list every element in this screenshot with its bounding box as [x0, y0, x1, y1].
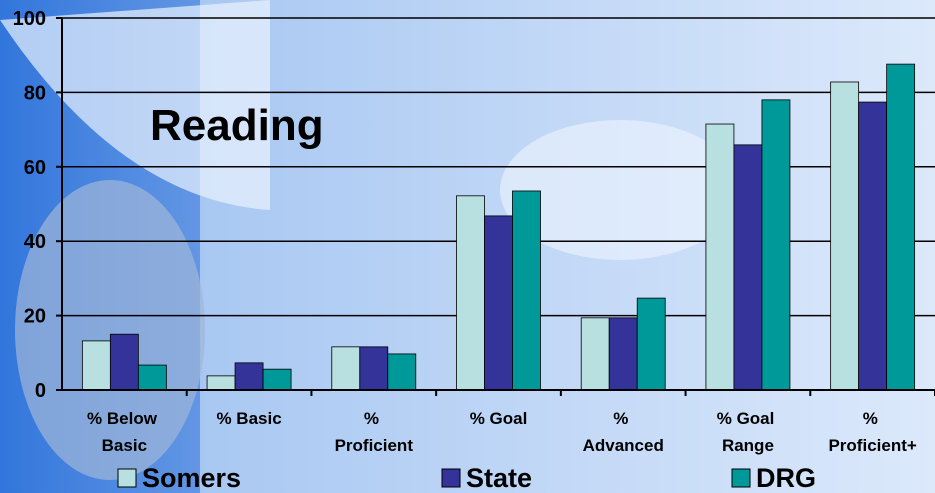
- legend-swatch: [117, 468, 137, 488]
- bar: [484, 215, 513, 391]
- x-tick-label: % Goal: [470, 409, 528, 428]
- x-tick-label: % Proficient: [335, 409, 414, 455]
- bar: [858, 101, 888, 391]
- bar: [733, 144, 763, 391]
- legend-label: DRG: [756, 463, 816, 493]
- bar: [262, 368, 292, 391]
- y-tick-label: 80: [24, 82, 46, 104]
- y-tick-label: 0: [35, 380, 46, 402]
- decor: [15, 180, 205, 480]
- bar: [705, 123, 735, 391]
- x-tick-label: % Goal Range: [717, 409, 779, 455]
- legend-swatch: [731, 468, 751, 488]
- bar: [886, 63, 916, 391]
- legend-label: State: [466, 463, 532, 493]
- bar: [81, 340, 111, 391]
- legend-swatch: [441, 468, 461, 488]
- decor: [0, 0, 270, 210]
- bar: [580, 317, 610, 391]
- bar: [331, 346, 361, 391]
- bar: [234, 362, 264, 391]
- bar: [206, 375, 236, 391]
- bar: [830, 81, 860, 391]
- bar: [512, 190, 541, 391]
- y-tick-label: 100: [13, 8, 46, 30]
- bar: [109, 333, 139, 391]
- y-tick-label: 60: [24, 157, 46, 179]
- decor: [500, 120, 740, 260]
- bar: [456, 195, 485, 391]
- bar: [761, 99, 791, 391]
- y-tick-label: 20: [24, 306, 46, 328]
- bar: [608, 317, 638, 391]
- x-tick-label: % Advanced: [583, 409, 664, 455]
- x-tick-label: % Below Basic: [87, 409, 162, 455]
- chart-title: Reading: [150, 101, 324, 150]
- bar: [359, 346, 389, 391]
- legend-label: Somers: [142, 463, 241, 493]
- y-tick-label: 40: [24, 231, 46, 253]
- bar: [137, 364, 167, 391]
- x-tick-label: % Basic: [216, 409, 281, 428]
- bar: [636, 297, 666, 391]
- bar: [387, 353, 417, 391]
- x-tick-label: % Proficient+: [828, 409, 916, 455]
